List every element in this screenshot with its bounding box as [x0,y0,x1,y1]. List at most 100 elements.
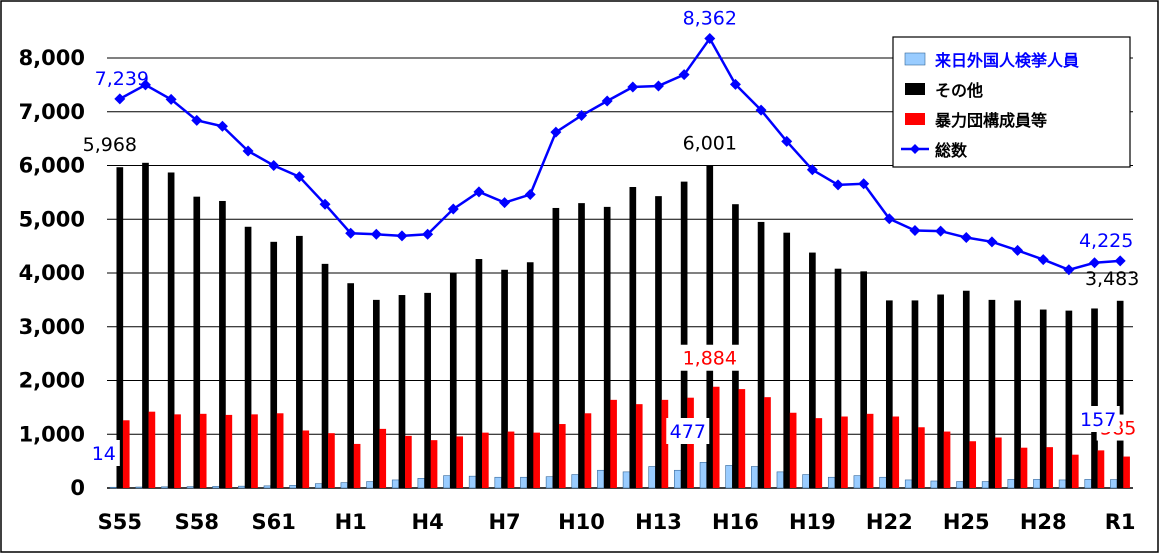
bar-other [552,207,560,488]
bar-other [962,290,970,488]
total-point [781,135,793,147]
data-label: 7,239 [95,68,149,90]
bar-other [1039,309,1047,488]
bar-gang [353,443,361,488]
legend-label: その他 [935,81,983,100]
total-point [524,189,536,201]
bar-other [526,262,534,488]
bar-foreign [597,469,605,489]
bar-foreign [674,469,682,489]
x-tick-label: H10 [558,510,605,534]
bar-other [809,252,816,488]
bar-foreign [571,474,579,489]
bar-gang [892,416,900,488]
total-point [652,80,664,92]
total-point [1063,264,1075,276]
total-point [909,225,921,237]
bar-other [475,259,483,488]
bar-gang [1123,456,1130,488]
total-point [935,225,947,237]
x-tick-label: H4 [412,510,444,534]
total-point [627,81,639,93]
bar-foreign [956,481,964,489]
data-label: 6,001 [683,132,737,154]
bar-foreign [238,485,246,489]
data-label: 5,968 [83,134,137,156]
legend-box [892,36,1131,168]
bar-gang [405,435,412,488]
bar-foreign [468,475,477,489]
y-tick-label: 3,000 [19,315,85,339]
bar-gang [251,414,258,488]
y-tick-label: 6,000 [19,154,85,178]
total-point [1114,255,1126,267]
bar-gang [866,413,874,488]
data-label-bg [87,440,120,466]
bar-other [193,196,201,489]
bar-foreign [545,476,554,489]
y-tick-label: 2,000 [19,369,85,393]
bar-foreign [930,480,938,489]
total-point [268,160,280,171]
bar-foreign [751,466,759,489]
bar-other [1014,300,1021,488]
bar-foreign [1058,479,1067,489]
bar-foreign [622,471,631,489]
bar-other [116,167,124,488]
bar-gang [738,389,746,488]
total-point [704,33,716,45]
bar-foreign [1007,479,1015,489]
bar-other [398,295,406,488]
bar-gang [712,386,720,488]
bar-other [296,235,303,488]
total-point [242,145,254,157]
bar-foreign [494,476,502,489]
total-point [345,227,357,239]
total-point [832,179,844,191]
bar-gang [1020,447,1028,488]
bar-other [988,299,996,488]
legend-label: 暴力団構成員等 [934,111,1047,130]
y-tick-label: 7,000 [19,100,85,124]
total-point [114,93,126,105]
y-tick-label: 8,000 [19,46,85,70]
bar-foreign [1084,479,1092,489]
x-tick-label: S58 [175,510,219,534]
x-tick-label: H7 [488,510,520,534]
y-axis-ticks: 0 1,000 2,000 3,000 4,000 5,000 6,000 7,000 8,00… [19,46,85,500]
bar-foreign [904,479,913,489]
bar-gang [533,432,540,488]
data-label: 1,884 [683,348,737,370]
x-tick-label: H13 [635,510,682,534]
total-point [139,79,151,91]
data-labels: 7,2398,3624,2255,9686,0013,4831,88458514… [83,8,1140,466]
total-point [806,164,818,176]
total-point [986,236,998,248]
total-point [755,104,767,116]
data-label: 477 [670,421,706,443]
bar-other [860,271,868,488]
total-point [960,232,972,244]
bar-other [783,232,791,488]
bar-gang [199,413,207,488]
bar-gang [789,412,797,488]
bar-other [449,273,457,488]
data-label: 157 [1080,409,1116,431]
total-point [729,78,741,90]
data-label-bg [1076,406,1120,432]
bar-gang [918,427,925,488]
bar-gang [507,431,515,488]
bar-other [270,241,278,488]
bar-other [937,294,944,488]
data-label: 14 [92,443,116,465]
bar-gang [379,428,387,488]
bar-foreign [314,483,323,489]
bar-other [219,200,226,488]
data-label-bg [677,344,743,371]
x-tick-label: H19 [789,510,836,534]
bar-gang [584,413,592,488]
bar-other [655,196,662,488]
bar-gang [328,433,335,488]
bar-foreign [186,486,194,489]
